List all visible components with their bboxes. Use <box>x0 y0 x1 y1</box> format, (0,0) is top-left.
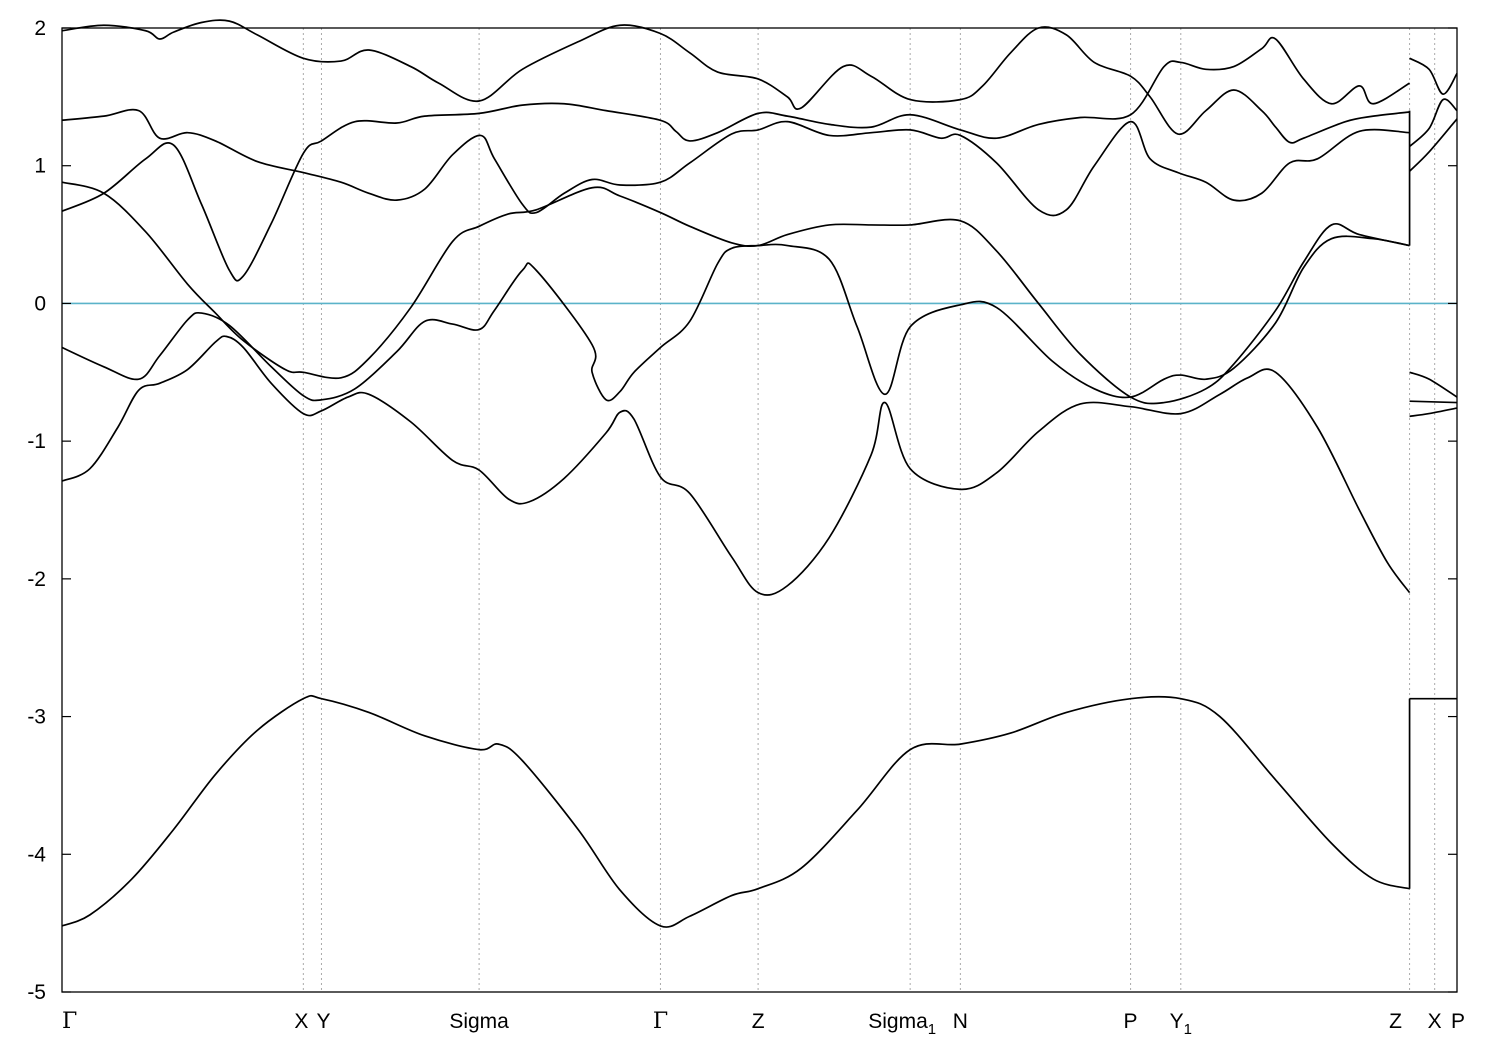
x-axis-kpoint-labels: Γ X Y Sigma Γ Z Sigma1 N P Y1 Z X P <box>62 1009 1465 1038</box>
y-tick-label: 2 <box>34 17 46 40</box>
kpoint-label: Sigma1 <box>868 1010 936 1038</box>
y-tick-label: -1 <box>27 430 46 453</box>
kpoint-label: P <box>1451 1010 1465 1033</box>
band-line-4 <box>61 335 1411 596</box>
kpoint-label: P <box>1124 1010 1138 1033</box>
kpoint-label: X <box>1428 1010 1442 1033</box>
y-tick-label: -2 <box>27 568 46 591</box>
band-line-9 <box>61 19 1410 144</box>
kpoint-gridlines <box>302 28 1436 992</box>
y-axis-ticks: -5 -4 -3 -2 -1 0 1 2 <box>27 17 1457 1004</box>
band-line-14 <box>1408 118 1458 172</box>
band-line-7 <box>61 36 1411 282</box>
band-lines <box>61 19 1458 928</box>
kpoint-label: Sigma <box>449 1010 509 1033</box>
band-line-16 <box>1409 57 1458 95</box>
kpoint-label: Γ <box>653 1009 668 1034</box>
band-line-1 <box>61 694 1410 928</box>
band-line-11 <box>1409 400 1458 404</box>
y-tick-label: -4 <box>27 843 46 866</box>
kpoint-label: N <box>953 1010 968 1033</box>
y-tick-label: 1 <box>34 155 46 178</box>
y-tick-label: -5 <box>27 981 46 1004</box>
band-line-12 <box>1409 407 1458 418</box>
band-line-8 <box>61 108 1410 217</box>
kpoint-label: Γ <box>62 1009 77 1034</box>
kpoint-label: Y <box>316 1010 330 1033</box>
y-tick-label: 0 <box>34 292 46 315</box>
band-line-13 <box>1409 371 1458 398</box>
kpoint-label: X <box>294 1010 308 1033</box>
band-line-6 <box>61 181 1410 405</box>
kpoint-label: Y1 <box>1170 1010 1192 1038</box>
y-tick-label: -3 <box>27 706 46 729</box>
band-line-5 <box>61 235 1410 402</box>
plot-frame <box>61 27 1458 993</box>
band-line-15 <box>1408 98 1458 148</box>
kpoint-label: Z <box>752 1010 765 1033</box>
kpoint-label: Z <box>1389 1010 1402 1033</box>
